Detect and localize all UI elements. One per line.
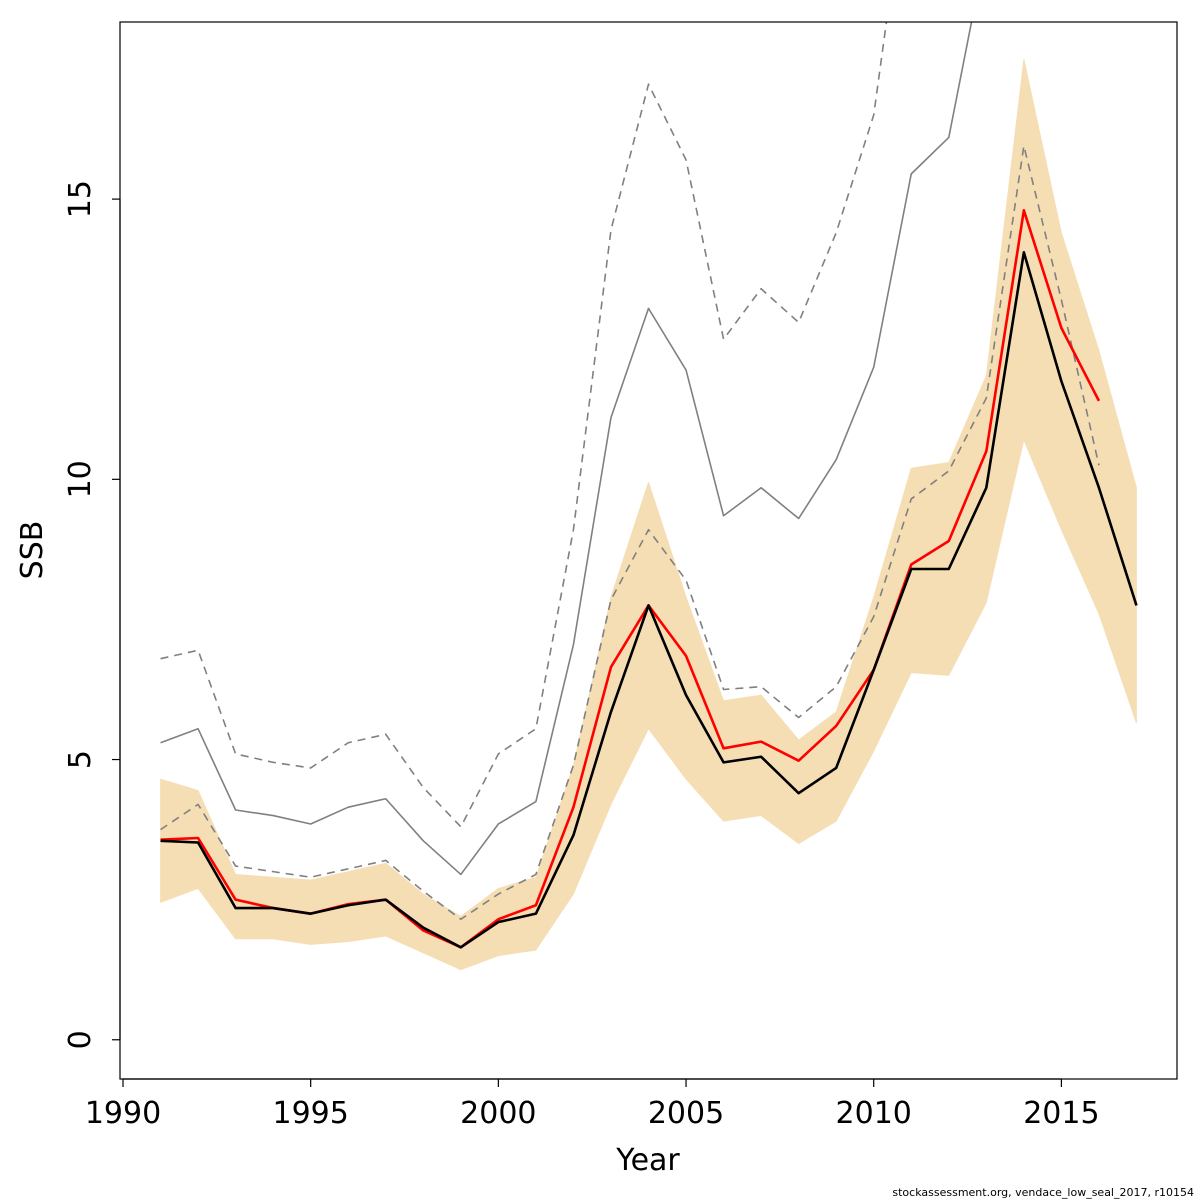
confidence-band xyxy=(460,887,499,971)
y-tick-label: 5 xyxy=(63,750,98,769)
y-tick-label: 0 xyxy=(63,1030,98,1049)
confidence-band xyxy=(1060,232,1100,614)
x-tick-label: 1995 xyxy=(273,1096,349,1131)
x-tick-label: 1990 xyxy=(85,1096,161,1131)
x-tick-label: 2005 xyxy=(648,1096,724,1131)
x-tick-label: 2000 xyxy=(460,1096,536,1131)
series-line xyxy=(160,251,1138,949)
confidence-band xyxy=(873,468,912,752)
x-axis-label: Year xyxy=(615,1143,680,1178)
y-axis-label: SSB xyxy=(15,521,50,580)
plot-area xyxy=(160,22,1138,971)
y-tick-label: 10 xyxy=(63,460,98,498)
confidence-band xyxy=(1098,350,1137,724)
confidence-band xyxy=(1023,58,1062,530)
confidence-band xyxy=(835,596,875,822)
series-line xyxy=(160,22,888,828)
confidence-band xyxy=(197,790,237,941)
series-line xyxy=(160,145,1100,921)
confidence-band xyxy=(685,596,724,823)
series-line xyxy=(160,22,973,876)
confidence-band xyxy=(760,693,800,845)
x-tick-label: 2010 xyxy=(836,1096,912,1131)
confidence-band xyxy=(573,596,612,895)
y-tick-label: 15 xyxy=(63,180,98,218)
footnote: stockassessment.org, vendace_low_seal_20… xyxy=(892,1186,1194,1199)
x-tick-label: 2015 xyxy=(1023,1096,1099,1131)
confidence-band xyxy=(610,482,649,805)
